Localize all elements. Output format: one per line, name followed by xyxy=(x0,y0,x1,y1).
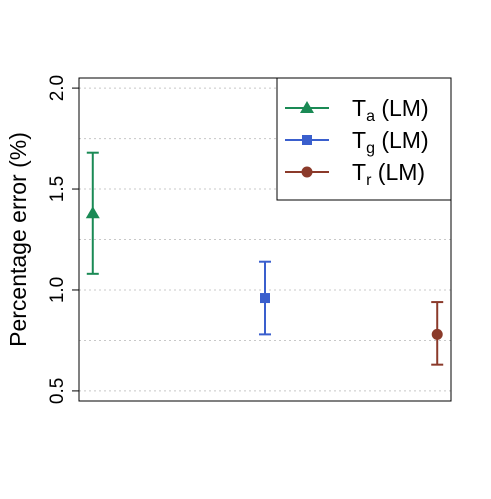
y-axis: 0.5 1.0 1.5 2.0 xyxy=(47,75,79,404)
series-g xyxy=(259,260,271,336)
legend-entry: Tg (LM) xyxy=(285,127,429,157)
y-axis-label: Percentage error (%) xyxy=(5,132,31,347)
data-points xyxy=(85,151,444,366)
data-point xyxy=(260,293,270,304)
y-tick-label: 2.0 xyxy=(47,75,68,101)
series-a xyxy=(85,151,100,275)
legend-entry: Tr (LM) xyxy=(285,159,425,189)
data-point xyxy=(431,328,443,340)
legend-entry: Ta (LM) xyxy=(285,95,429,125)
series-r xyxy=(431,301,444,366)
legend-label: Tg (LM) xyxy=(352,127,429,157)
y-tick-label: 0.5 xyxy=(47,378,68,404)
plot-frame xyxy=(78,77,452,402)
legend-marker xyxy=(300,101,314,113)
y-tick-label: 1.0 xyxy=(47,277,68,303)
legend: Ta (LM)Tg (LM)Tr (LM) xyxy=(276,77,452,201)
y-tick-label: 1.5 xyxy=(47,176,68,202)
legend-label: Tr (LM) xyxy=(352,159,425,189)
legend-marker xyxy=(301,166,313,178)
legend-marker xyxy=(302,135,312,145)
data-point xyxy=(85,206,100,219)
legend-label: Ta (LM) xyxy=(352,95,429,125)
